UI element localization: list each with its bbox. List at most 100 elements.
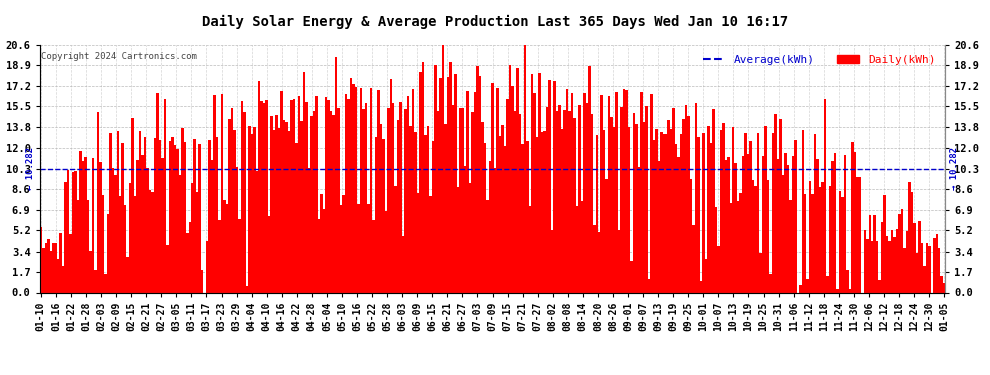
Bar — [586, 103, 588, 292]
Bar — [809, 181, 812, 292]
Bar — [568, 111, 570, 292]
Bar — [417, 193, 420, 292]
Bar — [749, 141, 751, 292]
Bar — [64, 182, 67, 292]
Bar — [511, 87, 514, 292]
Bar — [863, 230, 866, 292]
Bar — [695, 103, 697, 292]
Bar — [163, 99, 166, 292]
Bar — [87, 200, 89, 292]
Bar — [928, 246, 931, 292]
Bar — [856, 177, 858, 292]
Bar — [104, 274, 107, 292]
Bar — [347, 99, 349, 292]
Bar — [812, 194, 814, 292]
Bar — [178, 176, 181, 292]
Bar — [940, 276, 942, 292]
Bar — [124, 205, 127, 292]
Bar — [735, 163, 737, 292]
Bar — [545, 108, 548, 292]
Bar — [298, 96, 300, 292]
Bar — [479, 76, 481, 292]
Bar — [367, 204, 369, 292]
Bar — [454, 74, 456, 292]
Bar — [389, 79, 392, 292]
Bar — [40, 227, 43, 292]
Bar — [191, 183, 193, 292]
Bar — [412, 89, 415, 292]
Bar — [119, 196, 122, 292]
Bar — [48, 239, 50, 292]
Bar — [529, 206, 531, 292]
Bar — [591, 114, 593, 292]
Bar — [506, 99, 509, 292]
Text: ← 10.282: ← 10.282 — [26, 147, 35, 190]
Bar — [72, 172, 74, 292]
Bar — [362, 109, 364, 292]
Bar — [616, 92, 618, 292]
Bar — [521, 144, 524, 292]
Bar — [268, 216, 270, 292]
Bar — [911, 192, 913, 292]
Bar — [536, 137, 539, 292]
Bar — [397, 120, 399, 292]
Bar — [89, 251, 92, 292]
Bar — [886, 236, 888, 292]
Bar — [819, 188, 822, 292]
Bar — [631, 261, 633, 292]
Bar — [234, 130, 236, 292]
Bar — [255, 171, 258, 292]
Bar — [746, 154, 749, 292]
Bar — [923, 266, 926, 292]
Bar — [112, 168, 114, 292]
Bar — [893, 237, 896, 292]
Bar — [593, 225, 596, 292]
Bar — [764, 126, 767, 292]
Bar — [377, 90, 379, 292]
Bar — [69, 234, 72, 292]
Bar — [92, 158, 94, 292]
Bar — [481, 122, 484, 292]
Bar — [560, 129, 563, 292]
Bar — [273, 130, 275, 292]
Bar — [682, 119, 685, 292]
Bar — [548, 80, 550, 292]
Bar — [156, 93, 158, 292]
Bar — [260, 101, 263, 292]
Bar — [720, 130, 722, 292]
Text: Daily Solar Energy & Average Production Last 365 Days Wed Jan 10 16:17: Daily Solar Energy & Average Production … — [202, 15, 788, 29]
Bar — [707, 126, 710, 292]
Bar — [459, 108, 461, 292]
Bar — [672, 108, 675, 292]
Bar — [499, 136, 501, 292]
Bar — [541, 132, 544, 292]
Bar — [742, 156, 744, 292]
Bar — [550, 230, 553, 292]
Bar — [193, 139, 196, 292]
Bar — [74, 171, 77, 292]
Bar — [94, 270, 97, 292]
Bar — [774, 114, 777, 292]
Bar — [50, 251, 52, 292]
Bar — [461, 108, 464, 292]
Bar — [476, 66, 479, 292]
Bar — [137, 160, 139, 292]
Bar — [250, 134, 253, 292]
Bar — [84, 157, 87, 292]
Bar — [504, 146, 506, 292]
Bar — [650, 94, 652, 292]
Bar — [491, 84, 494, 292]
Bar — [626, 90, 628, 292]
Bar — [435, 65, 437, 292]
Bar — [293, 99, 295, 292]
Bar — [822, 182, 824, 292]
Bar — [474, 93, 476, 292]
Bar — [405, 110, 407, 292]
Bar — [469, 183, 471, 292]
Bar — [456, 187, 459, 292]
Bar — [913, 223, 916, 292]
Bar — [134, 195, 137, 292]
Bar — [804, 194, 807, 292]
Bar — [888, 241, 891, 292]
Bar — [239, 219, 241, 292]
